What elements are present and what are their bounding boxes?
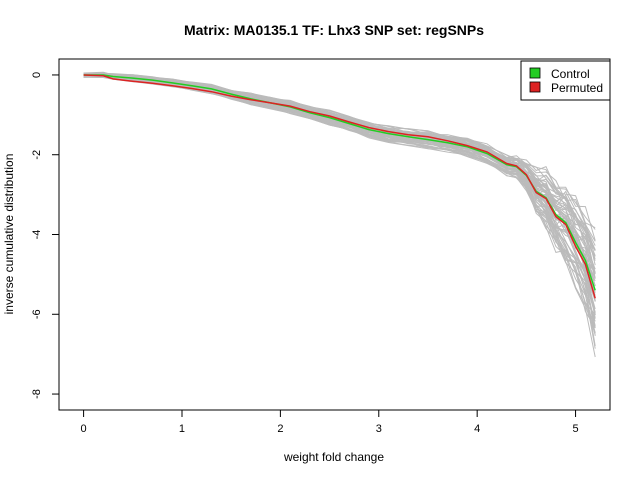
x-axis-label: weight fold change bbox=[283, 450, 384, 464]
permutation-line bbox=[83, 74, 596, 310]
permutation-line bbox=[83, 75, 596, 316]
permutation-line bbox=[83, 72, 596, 270]
permutation-line bbox=[83, 72, 596, 230]
series-line-permuted bbox=[83, 74, 596, 299]
legend-swatch-permuted bbox=[529, 81, 541, 93]
permutation-line bbox=[83, 76, 596, 329]
legend-swatch-control bbox=[529, 67, 541, 79]
permutation-line bbox=[83, 74, 596, 301]
y-tick-label: 0 bbox=[31, 72, 43, 78]
permutation-line bbox=[83, 71, 596, 229]
permutation-lines bbox=[83, 71, 596, 358]
permutation-line bbox=[83, 74, 596, 313]
permutation-line bbox=[83, 74, 596, 315]
legend: Control Permuted bbox=[520, 60, 611, 101]
y-axis: 0 -2 -4 -6 -8 bbox=[31, 72, 60, 399]
x-tick-label: 0 bbox=[81, 423, 87, 435]
permutation-line bbox=[83, 75, 596, 316]
permutation-line bbox=[83, 74, 596, 315]
permutation-line bbox=[83, 74, 596, 279]
y-tick-label: -2 bbox=[31, 150, 43, 160]
x-tick-label: 5 bbox=[573, 423, 579, 435]
series-line-control bbox=[83, 74, 596, 291]
chart-title: Matrix: MA0135.1 TF: Lhx3 SNP set: regSN… bbox=[184, 22, 484, 38]
x-axis: 0 1 2 3 4 5 bbox=[81, 409, 579, 435]
x-tick-label: 3 bbox=[376, 423, 382, 435]
permutation-line bbox=[83, 72, 596, 241]
y-tick-label: -8 bbox=[31, 389, 43, 399]
permutation-line bbox=[83, 74, 596, 302]
permutation-line bbox=[83, 74, 596, 301]
permutation-line bbox=[83, 74, 596, 315]
legend-label-permuted: Permuted bbox=[551, 81, 603, 95]
y-tick-label: -6 bbox=[31, 309, 43, 319]
permutation-line bbox=[83, 75, 596, 302]
permutation-line bbox=[83, 74, 596, 293]
permutation-line bbox=[83, 74, 596, 302]
x-tick-label: 1 bbox=[179, 423, 185, 435]
legend-label-control: Control bbox=[551, 67, 590, 81]
x-tick-label: 4 bbox=[474, 423, 480, 435]
legend-box bbox=[520, 60, 611, 101]
series-lines bbox=[83, 74, 596, 299]
permutation-line bbox=[83, 73, 596, 251]
x-tick-label: 2 bbox=[277, 423, 283, 435]
permutation-line bbox=[83, 74, 596, 302]
permutation-line bbox=[83, 73, 596, 296]
permutation-line bbox=[83, 74, 596, 319]
y-axis-label: inverse cumulative distribution bbox=[2, 154, 16, 315]
y-tick-label: -4 bbox=[31, 230, 43, 240]
permutation-line bbox=[83, 74, 596, 314]
permutation-line bbox=[83, 75, 596, 318]
